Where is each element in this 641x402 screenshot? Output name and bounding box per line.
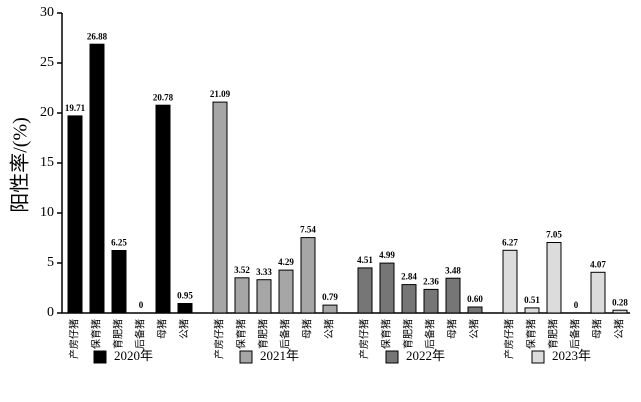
- x-tick-label: 母猪: [446, 319, 458, 339]
- value-label: 3.33: [256, 267, 272, 277]
- bar: [546, 242, 562, 314]
- bar: [67, 115, 83, 314]
- x-tick-label: 公猪: [613, 319, 625, 339]
- bar: [423, 288, 439, 314]
- x-tick-label: 母猪: [591, 319, 603, 339]
- legend-label: 2022年: [406, 348, 445, 363]
- bar: [401, 284, 417, 314]
- bar: [502, 249, 518, 314]
- bar: [256, 279, 272, 314]
- value-label: 3.48: [445, 265, 461, 275]
- x-tick-label: 后备猪: [568, 319, 581, 349]
- x-tick-label: 公猪: [323, 319, 335, 339]
- bar: [177, 303, 193, 314]
- x-tick-label: 保育猪: [234, 319, 247, 349]
- y-tick-label: 20: [40, 105, 54, 120]
- value-label: 0.79: [322, 292, 338, 302]
- bar: [234, 277, 250, 314]
- value-label: 20.78: [153, 92, 174, 102]
- bar: [278, 269, 294, 314]
- y-tick-label: 10: [40, 205, 54, 220]
- x-tick-label: 产房仔猪: [502, 319, 515, 359]
- legend-swatch: [385, 350, 399, 364]
- bar: [467, 306, 483, 314]
- bar: [590, 271, 606, 314]
- x-tick-label: 育肥猪: [546, 319, 559, 349]
- bar: [357, 267, 373, 314]
- x-tick-label: 育肥猪: [256, 319, 269, 349]
- value-label: 4.51: [357, 255, 373, 265]
- x-tick-label: 母猪: [301, 319, 313, 339]
- bar: [524, 307, 540, 314]
- x-tick-label: 保育猪: [89, 319, 102, 349]
- value-label: 3.52: [234, 265, 250, 275]
- value-label: 26.88: [87, 31, 108, 41]
- value-label: 2.36: [423, 276, 439, 286]
- bar: [612, 309, 628, 314]
- value-label: 0.95: [177, 291, 193, 301]
- bar: [212, 101, 228, 314]
- value-label: 0.60: [467, 294, 483, 304]
- value-label: 4.99: [379, 250, 395, 260]
- value-label: 0.28: [612, 297, 628, 307]
- x-tick-label: 后备猪: [423, 319, 436, 349]
- x-tick-label: 育肥猪: [111, 319, 124, 349]
- bar: [445, 277, 461, 314]
- legend-label: 2020年: [114, 348, 153, 363]
- x-tick-label: 公猪: [468, 319, 480, 339]
- value-label: 19.71: [65, 103, 86, 113]
- value-label: 7.54: [300, 225, 316, 235]
- x-tick-label: 保育猪: [379, 319, 392, 349]
- value-label: 7.05: [546, 230, 562, 240]
- value-label: 2.84: [401, 272, 417, 282]
- legend-swatch: [93, 350, 107, 364]
- value-label: 6.25: [111, 238, 127, 248]
- legend-label: 2021年: [260, 348, 299, 363]
- bar: [379, 262, 395, 314]
- bar: [300, 237, 316, 314]
- x-tick-label: 后备猪: [278, 319, 291, 349]
- value-label: 0: [139, 300, 144, 310]
- legend-label: 2023年: [552, 348, 591, 363]
- bar: [155, 104, 171, 314]
- bar: [89, 43, 105, 314]
- x-tick-label: 后备猪: [133, 319, 146, 349]
- x-tick-label: 育肥猪: [401, 319, 414, 349]
- y-axis-label: 阳性率/(%): [9, 117, 32, 213]
- bar: [111, 250, 127, 314]
- y-tick-label: 0: [47, 305, 54, 320]
- y-tick-label: 30: [40, 5, 54, 20]
- legend-swatch: [531, 350, 545, 364]
- value-label: 0: [574, 300, 579, 310]
- x-tick-label: 母猪: [156, 319, 168, 339]
- x-tick-label: 产房仔猪: [67, 319, 80, 359]
- bar: [322, 304, 338, 314]
- x-tick-label: 公猪: [178, 319, 190, 339]
- y-tick-label: 5: [47, 255, 54, 270]
- y-tick-label: 25: [40, 55, 54, 70]
- value-label: 4.07: [590, 259, 606, 269]
- legend-swatch: [239, 350, 253, 364]
- y-tick-label: 15: [40, 155, 54, 170]
- x-tick-label: 保育猪: [524, 319, 537, 349]
- value-label: 6.27: [502, 237, 518, 247]
- x-tick-label: 产房仔猪: [357, 319, 370, 359]
- value-label: 21.09: [210, 89, 231, 99]
- value-label: 0.51: [524, 295, 540, 305]
- value-label: 4.29: [278, 257, 294, 267]
- x-tick-label: 产房仔猪: [212, 319, 225, 359]
